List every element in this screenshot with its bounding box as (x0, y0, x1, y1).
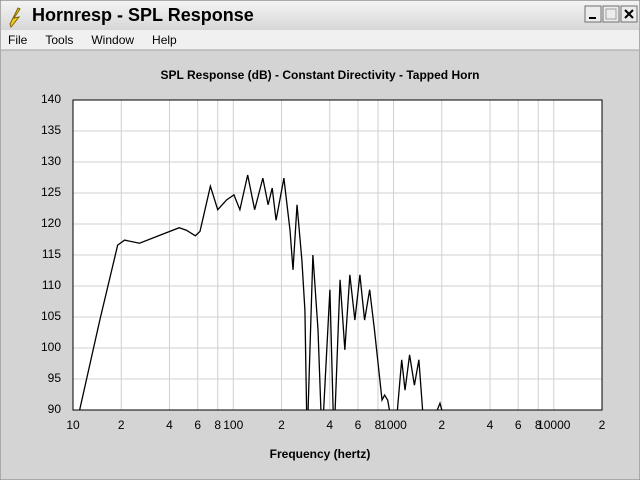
x-tick-label: 4 (166, 418, 173, 432)
x-tick-label: 10 (66, 418, 80, 432)
x-tick-label: 2 (118, 418, 125, 432)
x-tick-label: 6 (355, 418, 362, 432)
x-tick-label: 2 (599, 418, 606, 432)
title-bar (1, 1, 639, 30)
menu-item[interactable]: Help (152, 33, 177, 47)
menu-item[interactable]: File (8, 33, 28, 47)
close-glyph (624, 9, 634, 19)
y-tick-label: 105 (41, 309, 61, 323)
x-tick-label: 2 (278, 418, 285, 432)
spl-curve (78, 174, 443, 410)
y-tick-label: 125 (41, 185, 61, 199)
y-tick-label: 95 (48, 371, 62, 385)
y-tick-label: 115 (42, 247, 61, 261)
y-tick-label: 90 (48, 402, 62, 416)
x-tick-label: 4 (487, 418, 494, 432)
x-tick-label: 4 (326, 418, 333, 432)
y-tick-label: 140 (41, 92, 61, 106)
x-tick-label: 10000 (537, 418, 571, 432)
x-tick-label: 6 (194, 418, 201, 432)
maximize-button[interactable] (602, 5, 620, 23)
window-title: Hornresp - SPL Response (32, 5, 254, 25)
x-tick-label: 100 (223, 418, 243, 432)
menu-item[interactable]: Tools (45, 33, 73, 47)
x-tick-label: 8 (535, 418, 542, 432)
x-tick-label: 8 (375, 418, 382, 432)
y-tick-label: 130 (41, 154, 61, 168)
y-tick-label: 110 (42, 278, 61, 292)
x-tick-label: 8 (214, 418, 221, 432)
app-icon (9, 7, 21, 29)
window-buttons[interactable] (584, 5, 638, 23)
minimize-button[interactable] (584, 5, 602, 23)
x-tick-label: 6 (515, 418, 522, 432)
menu-bar (1, 30, 639, 50)
x-tick-label: 1000 (380, 418, 407, 432)
y-tick-label: 135 (41, 123, 61, 137)
chart-title: SPL Response (dB) - Constant Directivity… (161, 68, 480, 82)
plot-border (72, 99, 603, 411)
y-tick-label: 100 (41, 340, 61, 354)
x-axis-label: Frequency (hertz) (270, 447, 371, 461)
y-tick-label: 120 (41, 216, 61, 230)
x-tick-label: 2 (438, 418, 445, 432)
menu-item[interactable]: Window (91, 33, 134, 47)
maximize-glyph (605, 8, 617, 20)
